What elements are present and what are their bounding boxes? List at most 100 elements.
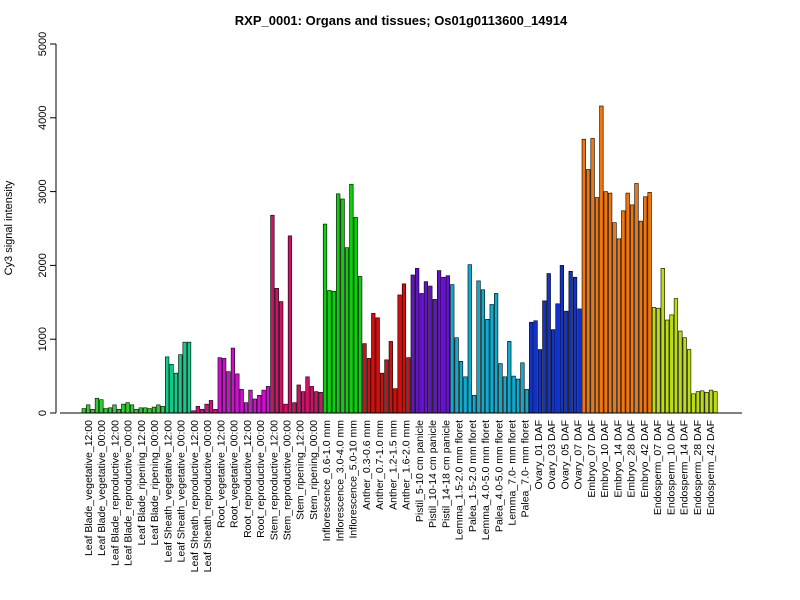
x-tick-label: Anther_1.2-1.5 mm [387, 420, 399, 510]
bar [331, 290, 336, 414]
bar [502, 376, 507, 414]
bar [393, 388, 398, 414]
bar [186, 341, 192, 414]
bar [498, 363, 503, 414]
bar [217, 357, 222, 414]
bar [586, 169, 591, 414]
y-axis-label: Cy3 signal intensity [3, 180, 15, 275]
bar [542, 300, 547, 414]
bar [358, 276, 363, 414]
bar [467, 264, 472, 414]
bar [309, 386, 314, 414]
bar [362, 343, 367, 414]
x-tick-label: Pistil_5-10 cm panicle [414, 420, 426, 522]
bar [230, 347, 236, 414]
bar [564, 310, 569, 414]
bar [322, 223, 328, 414]
bar [143, 407, 148, 414]
x-tick-label: Embryo_10 DAF [599, 420, 611, 498]
x-tick-label: Endosperm_07 DAF [652, 420, 664, 515]
x-tick-label: Ovary_03 DAF [546, 420, 558, 489]
bar [134, 409, 139, 414]
x-tick-label: Stem_ripening_00:00 [308, 420, 320, 520]
x-tick-label: Leaf Sheath_reproductive_00:00 [202, 420, 214, 573]
bar [581, 138, 586, 414]
bar [529, 321, 534, 414]
bar [669, 314, 674, 414]
bar [643, 196, 648, 414]
bar [673, 298, 679, 414]
x-tick-label: Leaf Blade_reproductive_00:00 [123, 420, 135, 566]
x-tick-label: Leaf Blade_reproductive_12:00 [109, 420, 121, 566]
bar [445, 275, 450, 414]
x-tick-labels: Leaf Blade_vegetative_12:00 Leaf Blade_ve… [83, 420, 717, 573]
bar [204, 403, 209, 414]
y-tick-label: 4000 [37, 106, 49, 130]
bar [265, 386, 271, 414]
x-tick-label: Anther_0.7-1.0 mm [374, 420, 386, 510]
bar [493, 293, 499, 414]
bar [349, 183, 354, 414]
bar [353, 217, 358, 414]
bar [261, 389, 266, 414]
x-tick-label: Endosperm_14 DAF [679, 420, 691, 515]
x-tick-label: Leaf Sheath_vegetative_00:00 [176, 420, 188, 563]
y-tick-label: 1000 [37, 327, 49, 351]
x-tick-label: Stem_ripening_12:00 [295, 420, 307, 520]
bar [454, 337, 459, 414]
bar [441, 276, 446, 414]
bar [428, 285, 433, 414]
bar [507, 341, 512, 414]
bar [704, 392, 709, 414]
bar [436, 270, 442, 414]
bar [656, 307, 661, 414]
x-tick-label: Pistil_10-14 cm panicle [427, 420, 439, 528]
bar [577, 308, 582, 414]
bar [485, 318, 490, 414]
bar [590, 138, 595, 414]
bar [112, 404, 117, 414]
bar [178, 354, 183, 414]
x-tick-label: Palea_7.0- mm floret [520, 420, 532, 518]
x-tick-label: Ovary_01 DAF [533, 420, 545, 489]
bar [555, 303, 560, 414]
bar [700, 390, 705, 414]
bar [463, 376, 468, 414]
bar [235, 373, 240, 414]
bar [340, 198, 345, 414]
bar [165, 356, 170, 414]
bar [686, 349, 692, 414]
bar [243, 402, 249, 414]
bar [638, 220, 643, 414]
bar [568, 270, 573, 414]
x-tick-label: Root_reproductive_00:00 [255, 420, 267, 538]
bar [572, 276, 578, 414]
bar [603, 191, 608, 414]
bar [695, 391, 700, 414]
bar [489, 304, 494, 414]
bar [160, 406, 165, 414]
bar [621, 210, 626, 414]
bar [129, 404, 135, 414]
x-tick-label: Endosperm_28 DAF [692, 420, 704, 515]
x-tick-label: Endosperm_42 DAF [705, 420, 717, 515]
x-tick-label: Lemma_7.0- mm floret [506, 420, 518, 526]
bar [200, 409, 205, 414]
bar [432, 299, 437, 414]
x-tick-label: Leaf Sheath_vegetative_12:00 [162, 420, 174, 563]
bar [612, 222, 617, 414]
bar [81, 408, 86, 414]
x-tick-label: Stem_reproductive_12:00 [268, 420, 280, 540]
bar [629, 204, 635, 414]
bar [388, 341, 393, 414]
bar [195, 406, 200, 414]
x-tick-label: Stem_reproductive_00:00 [282, 420, 294, 540]
bar [476, 280, 481, 414]
bar [99, 399, 104, 414]
bar [239, 389, 244, 414]
x-tick-label: Ovary_05 DAF [559, 420, 571, 489]
bar [682, 337, 687, 414]
bar [274, 287, 279, 414]
bar [226, 371, 231, 414]
bar [708, 389, 714, 414]
